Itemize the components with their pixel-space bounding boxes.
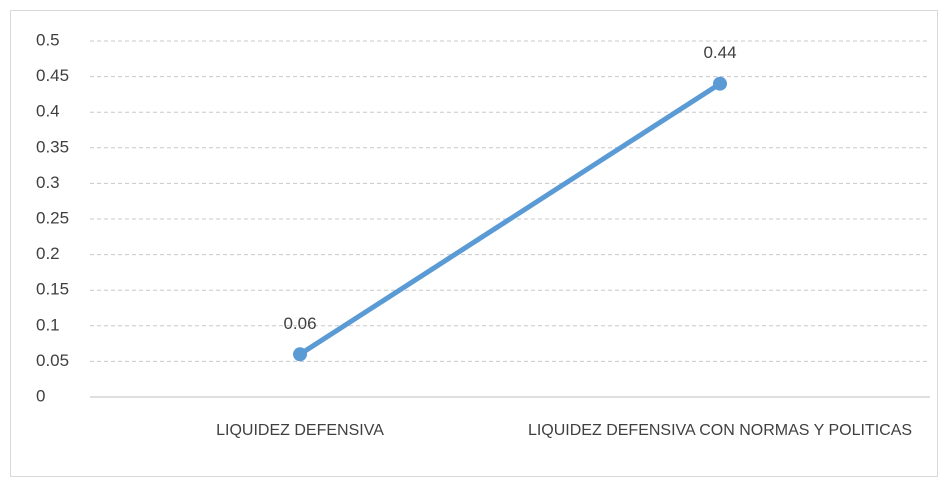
- x-tick-label: LIQUIDEZ DEFENSIVA: [216, 422, 384, 439]
- y-tick-label: 0.25: [36, 208, 69, 227]
- y-tick-label: 0.4: [36, 102, 60, 121]
- marker: [713, 76, 727, 91]
- y-tick-label: 0.15: [36, 280, 69, 299]
- chart-border: [10, 10, 938, 477]
- y-tick-label: 0.05: [36, 351, 69, 370]
- marker: [293, 347, 307, 362]
- y-tick-label: 0.5: [36, 30, 60, 49]
- y-tick-label: 0.45: [36, 66, 69, 85]
- y-tick-label: 0.35: [36, 137, 69, 156]
- y-tick-label: 0.1: [36, 315, 60, 334]
- x-tick-label: LIQUIDEZ DEFENSIVA CON NORMAS Y POLITICA…: [527, 422, 913, 439]
- y-tick-label: 0: [36, 386, 45, 405]
- line: [297, 81, 723, 357]
- data-label: 0.44: [703, 43, 736, 62]
- y-tick-label: 0.3: [36, 173, 60, 192]
- data-label: 0.06: [283, 314, 316, 333]
- y-tick-label: 0.2: [36, 244, 60, 263]
